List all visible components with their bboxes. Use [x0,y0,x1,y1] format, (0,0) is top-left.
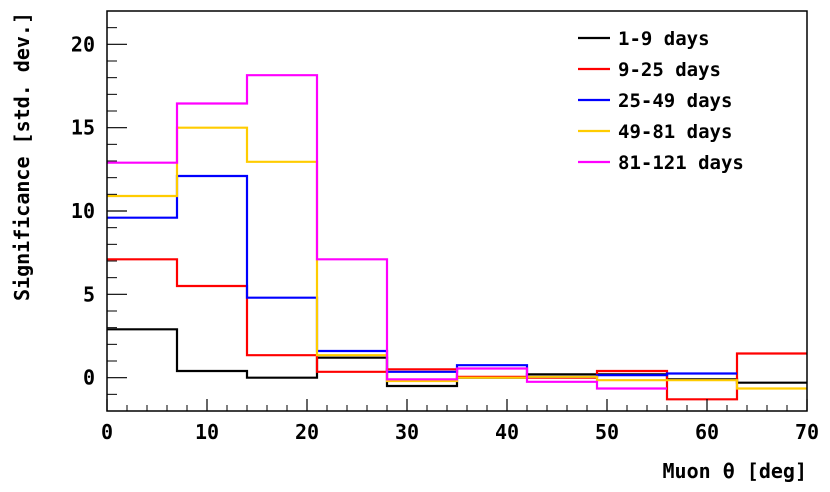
x-tick-label: 40 [495,420,519,444]
y-tick-label: 5 [83,282,95,306]
y-tick-label: 0 [83,366,95,390]
y-tick-label: 15 [71,116,95,140]
x-tick-label: 20 [295,420,319,444]
y-axis-title: Significance [std. dev.] [10,12,34,301]
x-tick-label: 60 [695,420,719,444]
x-tick-label: 30 [395,420,419,444]
x-tick-label: 10 [195,420,219,444]
legend-label-0: 1-9 days [618,28,710,50]
y-tick-label: 20 [71,32,95,56]
legend-label-3: 49-81 days [618,121,732,143]
x-tick-label: 50 [595,420,619,444]
series-line-2 [107,174,737,378]
legend-label-4: 81-121 days [618,152,744,174]
x-tick-label: 0 [101,420,113,444]
y-tick-label: 10 [71,199,95,223]
series-line-4 [107,74,667,390]
series-line-3 [107,126,807,390]
x-tick-label: 70 [795,420,819,444]
legend: 1-9 days 9-25 days 25-49 days 49-81 days 81-… [578,28,744,174]
legend-label-2: 25-49 days [618,90,732,112]
legend-label-1: 9-25 days [618,59,721,81]
x-axis-title: Muon θ [deg] [663,459,808,483]
tick-layer: 0 10 20 30 40 50 60 70 0 5 10 15 20 [71,10,819,444]
series-layer [107,74,807,401]
